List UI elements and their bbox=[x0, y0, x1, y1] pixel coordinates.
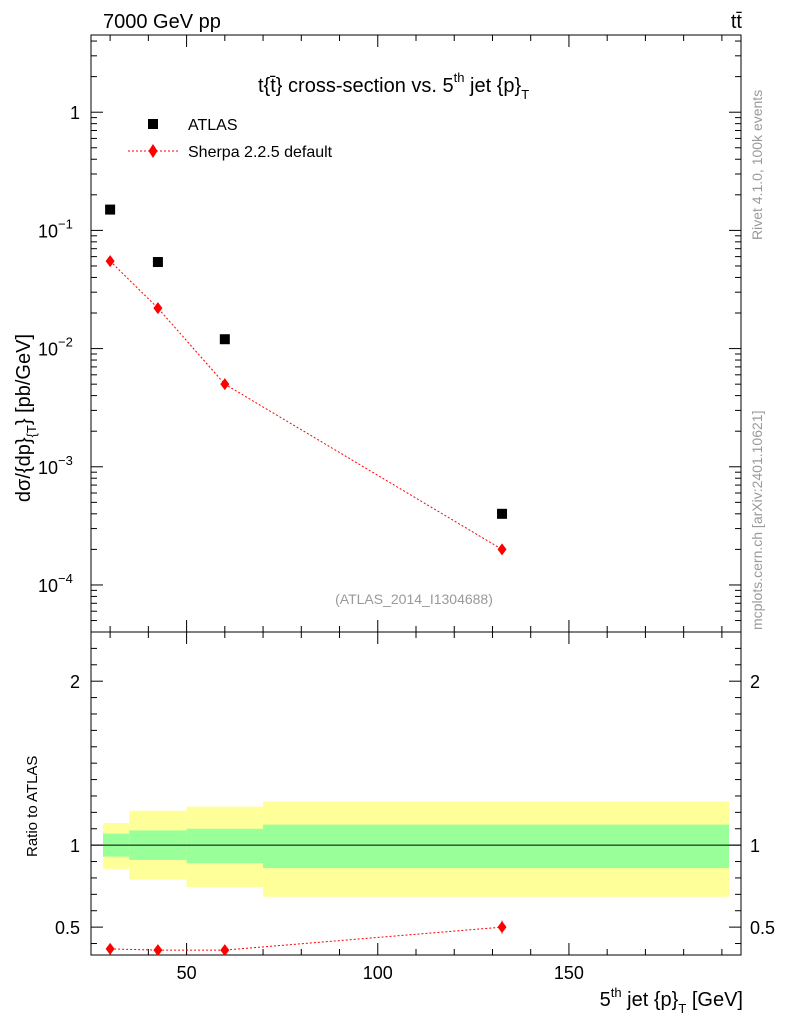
process-label: tt̄ bbox=[731, 11, 743, 33]
ratio-bands bbox=[91, 801, 741, 897]
ratio-line bbox=[110, 926, 503, 951]
y-axis-title-ratio: Ratio to ATLAS bbox=[24, 756, 41, 857]
axis-ticks: 50 100 150 1 10−1 10−2 10−3 10−4 0.5 0.5 1 1 2 2 bbox=[38, 35, 775, 983]
ratio-tick-label-left: 0.5 bbox=[55, 918, 80, 938]
ratio-point bbox=[220, 944, 230, 957]
legend-marker-sherpa bbox=[148, 144, 158, 158]
x-tick-label: 50 bbox=[177, 963, 197, 983]
y-tick-label: 10−2 bbox=[38, 335, 73, 360]
y-tick-label: 10−3 bbox=[38, 453, 73, 478]
sherpa-point bbox=[220, 378, 230, 391]
ratio-tick-label-left: 2 bbox=[70, 672, 80, 692]
sherpa-point bbox=[497, 543, 507, 556]
y-tick-label: 10−1 bbox=[38, 216, 73, 241]
x-tick-label: 150 bbox=[554, 963, 584, 983]
y-axis-title-main: dσ/{dp}{T} [pb/GeV] bbox=[13, 334, 39, 502]
atlas-point bbox=[105, 204, 116, 215]
ratio-point bbox=[105, 942, 115, 955]
plot-title: t{t̄} cross-section vs. 5th jet {p}T bbox=[258, 70, 529, 102]
ratio-point bbox=[497, 921, 507, 934]
sherpa-point bbox=[105, 255, 115, 268]
legend-marker-atlas bbox=[148, 119, 158, 129]
sherpa-line bbox=[109, 260, 503, 550]
y-tick-label: 1 bbox=[70, 103, 80, 123]
atlas-point bbox=[219, 334, 230, 345]
ratio-tick-label-right: 2 bbox=[750, 672, 760, 692]
analysis-label: (ATLAS_2014_I1304688) bbox=[335, 591, 493, 607]
legend: ATLAS Sherpa 2.2.5 default bbox=[128, 117, 333, 161]
ratio-series bbox=[105, 920, 507, 957]
ratio-tick-label-right: 0.5 bbox=[750, 918, 775, 938]
ratio-tick-label-left: 1 bbox=[70, 836, 80, 856]
y-tick-label: 10−4 bbox=[38, 571, 73, 596]
ratio-band-inner bbox=[186, 828, 264, 864]
x-tick-label: 100 bbox=[363, 963, 393, 983]
atlas-point bbox=[152, 257, 163, 268]
rivet-version-label: Rivet 4.1.0, 100k events bbox=[749, 90, 765, 240]
legend-label-sherpa: Sherpa 2.2.5 default bbox=[188, 144, 333, 161]
atlas-point bbox=[497, 508, 508, 519]
source-label: mcplots.cern.ch [arXiv:2401.10621] bbox=[749, 411, 765, 630]
ratio-tick-label-right: 1 bbox=[750, 836, 760, 856]
ratio-panel-frame bbox=[90, 631, 742, 956]
ratio-band-inner bbox=[263, 824, 729, 869]
beam-label: 7000 GeV pp bbox=[103, 11, 221, 33]
sherpa-series bbox=[105, 255, 507, 556]
x-axis-title: 5th jet {p}T [GeV] bbox=[600, 985, 743, 1016]
ratio-point bbox=[153, 944, 163, 957]
atlas-series bbox=[105, 204, 508, 519]
legend-label-atlas: ATLAS bbox=[188, 117, 238, 134]
sherpa-point bbox=[153, 302, 163, 315]
